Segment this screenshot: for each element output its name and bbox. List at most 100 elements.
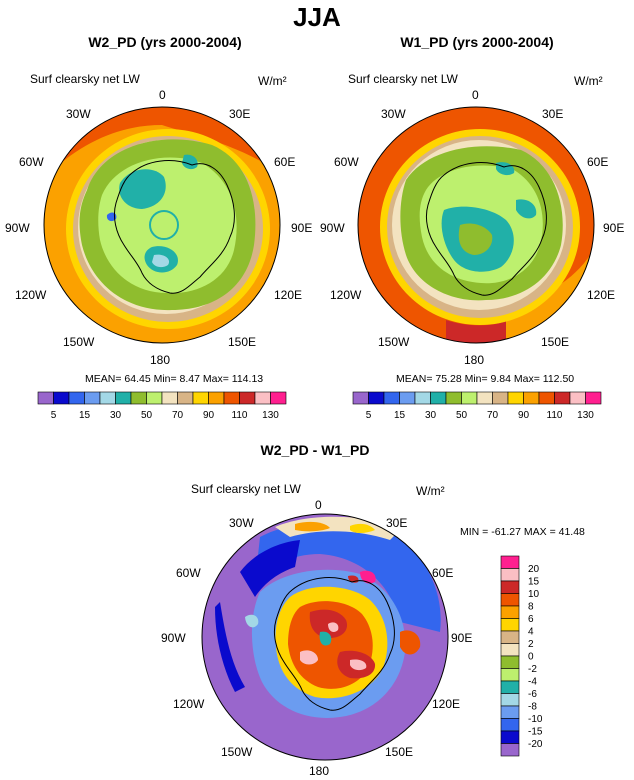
colorbar-label: 0 <box>528 652 534 663</box>
colorbar-swatch <box>500 730 520 744</box>
figure-title: JJA <box>293 2 341 32</box>
panel2-polar-map <box>357 106 595 344</box>
map-fill <box>400 630 421 655</box>
colorbar-swatch <box>500 605 520 619</box>
colorbar-swatch <box>500 630 520 644</box>
panel1-lon-label: 120W <box>15 288 47 302</box>
panel1-lon-label: 0 <box>159 88 166 102</box>
colorbar-label: -2 <box>528 664 537 675</box>
colorbar-swatch <box>500 743 520 757</box>
colorbar-swatch <box>68 391 85 405</box>
colorbar-swatch <box>161 391 178 405</box>
panel3-units-label: W/m² <box>416 484 445 498</box>
colorbar-swatch <box>500 643 520 657</box>
colorbar-label: -6 <box>528 689 537 700</box>
colorbar-swatch <box>500 680 520 694</box>
colorbar-swatch <box>523 391 540 405</box>
panel3-lon-label: 30W <box>229 516 254 530</box>
panel1-lon-label: 90E <box>291 221 313 235</box>
colorbar-swatch <box>99 391 116 405</box>
panel1-lon-label: 30W <box>66 107 91 121</box>
colorbar-swatch <box>500 568 520 582</box>
panel3-lon-label: 180 <box>309 764 330 778</box>
colorbar-swatch <box>430 391 447 405</box>
map-fill <box>446 320 506 343</box>
panel1-title: W2_PD (yrs 2000-2004) <box>88 34 242 50</box>
panel1-polar-map <box>43 106 281 344</box>
colorbar-swatch <box>414 391 431 405</box>
panel1-lon-label: 180 <box>150 353 171 367</box>
colorbar-swatch <box>115 391 132 405</box>
colorbar-label: 15 <box>528 577 540 588</box>
panel3-lon-label: 120W <box>173 697 205 711</box>
map-fill <box>215 602 245 692</box>
panel1-lon-label: 150E <box>228 335 257 349</box>
colorbar-label: 15 <box>394 410 406 421</box>
colorbar-label: 2 <box>528 639 534 650</box>
map-border <box>201 513 449 761</box>
colorbar-swatch <box>492 391 509 405</box>
colorbar-swatch <box>352 391 369 405</box>
colorbar-label: 10 <box>528 589 540 600</box>
colorbar-swatch <box>500 705 520 719</box>
colorbar-swatch <box>270 391 287 405</box>
panel1-units-label: W/m² <box>258 74 287 88</box>
panel2-lon-label: 120W <box>330 288 362 302</box>
panel3-lon-label: 120E <box>432 697 461 711</box>
colorbar-swatch <box>130 391 147 405</box>
colorbar-swatch <box>223 391 240 405</box>
panel2-lon-label: 30W <box>381 107 406 121</box>
colorbar-swatch <box>507 391 524 405</box>
colorbar-swatch <box>500 718 520 732</box>
colorbar-swatch <box>239 391 256 405</box>
colorbar-label: 70 <box>487 410 499 421</box>
panel2-lon-label: 30E <box>542 107 564 121</box>
colorbar-swatch <box>445 391 462 405</box>
colorbar-label: 5 <box>366 410 372 421</box>
colorbar-label: 110 <box>547 410 563 421</box>
panel3-lon-label: 60W <box>176 566 201 580</box>
panel2-lon-label: 150W <box>378 335 410 349</box>
colorbar-label: 30 <box>110 410 122 421</box>
panel1-lon-label: 150W <box>63 335 95 349</box>
panel3-lon-label: 90W <box>161 631 186 645</box>
coastline <box>425 162 547 296</box>
colorbar-label: -4 <box>528 677 537 688</box>
map-fill <box>98 157 237 294</box>
panel1-lon-label: 30E <box>229 107 251 121</box>
panel3-lon-label: 150E <box>385 745 414 759</box>
colorbar-swatch <box>500 593 520 607</box>
map-fill <box>119 169 166 209</box>
map-fill <box>350 659 367 671</box>
map-fill <box>152 254 170 268</box>
colorbar-swatch <box>177 391 194 405</box>
map-fill <box>295 521 330 532</box>
colorbar-swatch <box>500 668 520 682</box>
colorbar-swatch <box>554 391 571 405</box>
colorbar-label: 50 <box>141 410 153 421</box>
panel2-lon-label: 150E <box>541 335 570 349</box>
panel2-lon-label: 180 <box>464 353 485 367</box>
panel3-variable-label: Surf clearsky net LW <box>191 482 301 496</box>
colorbar-label: 70 <box>172 410 184 421</box>
colorbar-label: 110 <box>232 410 248 421</box>
colorbar-label: 90 <box>203 410 215 421</box>
colorbar-swatch <box>500 555 520 569</box>
colorbar-swatch <box>476 391 493 405</box>
map-fill <box>245 614 259 628</box>
panel2-units-label: W/m² <box>574 74 603 88</box>
map-fill <box>319 631 332 646</box>
map-fill <box>149 210 179 240</box>
panel1-lon-label: 60E <box>274 155 296 169</box>
colorbar-label: 4 <box>528 627 534 638</box>
colorbar-swatch <box>569 391 586 405</box>
colorbar-label: -10 <box>528 714 543 725</box>
panel3-lon-label: 0 <box>315 498 322 512</box>
panel2-title: W1_PD (yrs 2000-2004) <box>400 34 554 50</box>
panel1-stats: MEAN= 64.45 Min= 8.47 Max= 114.13 <box>85 373 264 385</box>
panel2-stats: MEAN= 75.28 Min= 9.84 Max= 112.50 <box>396 373 575 385</box>
colorbar-label: 50 <box>456 410 468 421</box>
colorbar-swatch <box>383 391 400 405</box>
colorbar-label: 15 <box>79 410 91 421</box>
panel3-lon-label: 30E <box>386 516 408 530</box>
